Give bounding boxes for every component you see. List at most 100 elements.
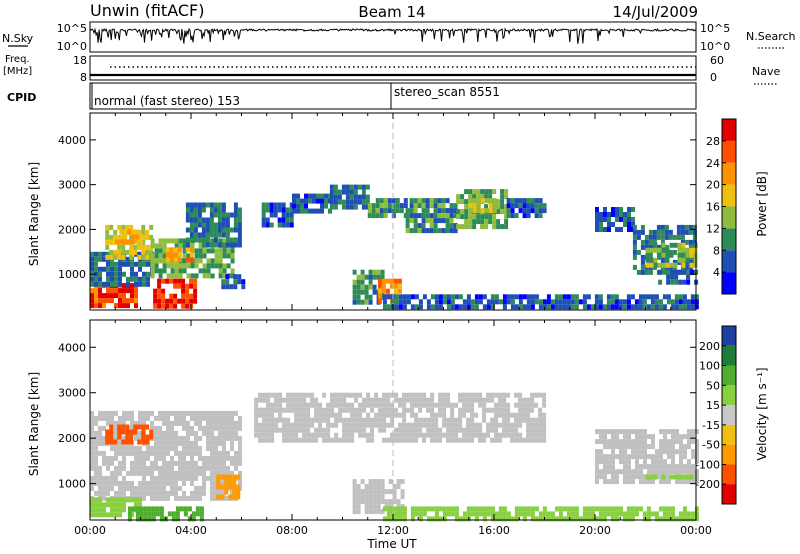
- data-cell: [468, 214, 473, 220]
- data-cell: [278, 407, 283, 413]
- data-cell: [133, 424, 138, 430]
- data-cell: [414, 402, 419, 408]
- data-cell: [118, 288, 122, 294]
- data-cell: [610, 304, 615, 310]
- data-cell: [631, 207, 635, 212]
- data-cell: [146, 410, 150, 416]
- data-cell: [126, 298, 130, 304]
- data-cell: [414, 427, 419, 433]
- data-cell: [342, 432, 347, 438]
- data-cell: [426, 304, 431, 310]
- data-cell: [177, 278, 182, 284]
- data-cell: [675, 449, 679, 455]
- data-cell: [673, 242, 678, 248]
- data-cell: [94, 470, 98, 476]
- data-cell: [222, 440, 226, 446]
- data-cell: [484, 189, 489, 195]
- data-cell: [189, 212, 194, 218]
- data-cell: [364, 499, 369, 505]
- data-cell: [178, 415, 182, 421]
- data-cell: [302, 437, 307, 443]
- data-cell: [166, 465, 170, 471]
- data-cell: [138, 460, 142, 466]
- data-cell: [478, 392, 483, 398]
- data-cell: [102, 507, 106, 513]
- data-cell: [454, 402, 459, 408]
- data-cell: [157, 303, 162, 309]
- data-cell: [449, 223, 454, 229]
- data-cell: [595, 222, 599, 227]
- data-cell: [153, 293, 158, 299]
- data-cell: [464, 209, 469, 215]
- data-cell: [458, 422, 463, 428]
- data-cell: [655, 449, 659, 455]
- data-cell: [262, 422, 267, 428]
- data-cell: [122, 465, 126, 471]
- data-cell: [450, 511, 455, 517]
- data-cell: [506, 422, 511, 428]
- data-cell: [90, 460, 94, 466]
- data-cell: [169, 257, 174, 263]
- data-cell: [619, 449, 623, 455]
- data-cell: [406, 407, 411, 413]
- data-cell: [194, 430, 198, 436]
- data-cell: [118, 445, 122, 451]
- data-cell: [193, 227, 198, 233]
- data-cell: [382, 417, 387, 423]
- data-cell: [441, 198, 446, 204]
- colorbar-band: [722, 405, 736, 425]
- data-cell: [666, 299, 671, 305]
- data-cell: [691, 439, 695, 445]
- data-cell: [306, 407, 311, 413]
- data-cell: [121, 439, 126, 445]
- data-cell: [106, 288, 110, 294]
- data-cell: [170, 485, 174, 491]
- y-tick-label: 2000: [58, 432, 86, 445]
- data-cell: [118, 450, 122, 456]
- data-cell: [634, 511, 639, 517]
- data-cell: [194, 248, 199, 254]
- data-cell: [647, 479, 651, 485]
- data-cell: [375, 208, 380, 214]
- data-cell: [686, 299, 691, 305]
- data-cell: [174, 480, 178, 486]
- data-cell: [618, 299, 623, 305]
- data-cell: [510, 437, 515, 443]
- data-cell: [138, 465, 142, 471]
- data-cell: [234, 450, 238, 456]
- data-cell: [269, 212, 274, 218]
- data-cell: [418, 304, 423, 310]
- data-cell: [98, 271, 102, 277]
- data-cell: [514, 412, 519, 418]
- data-cell: [106, 490, 110, 496]
- data-cell: [174, 415, 178, 421]
- data-cell: [506, 294, 511, 300]
- data-cell: [538, 437, 543, 443]
- data-cell: [146, 465, 150, 471]
- data-cell: [129, 224, 134, 230]
- data-cell: [326, 422, 331, 428]
- data-cell: [158, 248, 163, 254]
- data-cell: [98, 497, 102, 503]
- data-cell: [650, 304, 655, 310]
- data-cell: [114, 261, 118, 267]
- data-cell: [650, 299, 655, 305]
- data-cell: [114, 266, 118, 272]
- data-cell: [229, 284, 234, 290]
- data-cell: [122, 480, 126, 486]
- data-cell: [292, 193, 296, 199]
- data-cell: [642, 294, 647, 300]
- data-cell: [634, 304, 639, 310]
- data-cell: [191, 516, 196, 522]
- data-cell: [441, 228, 446, 234]
- data-cell: [224, 474, 229, 480]
- data-cell: [186, 450, 190, 456]
- beam-label: Beam 14: [358, 3, 425, 21]
- data-cell: [306, 432, 311, 438]
- data-cell: [174, 420, 178, 426]
- data-cell: [130, 283, 134, 289]
- data-cell: [159, 511, 164, 517]
- data-cell: [694, 511, 699, 517]
- data-cell: [186, 470, 190, 476]
- data-cell: [177, 247, 182, 253]
